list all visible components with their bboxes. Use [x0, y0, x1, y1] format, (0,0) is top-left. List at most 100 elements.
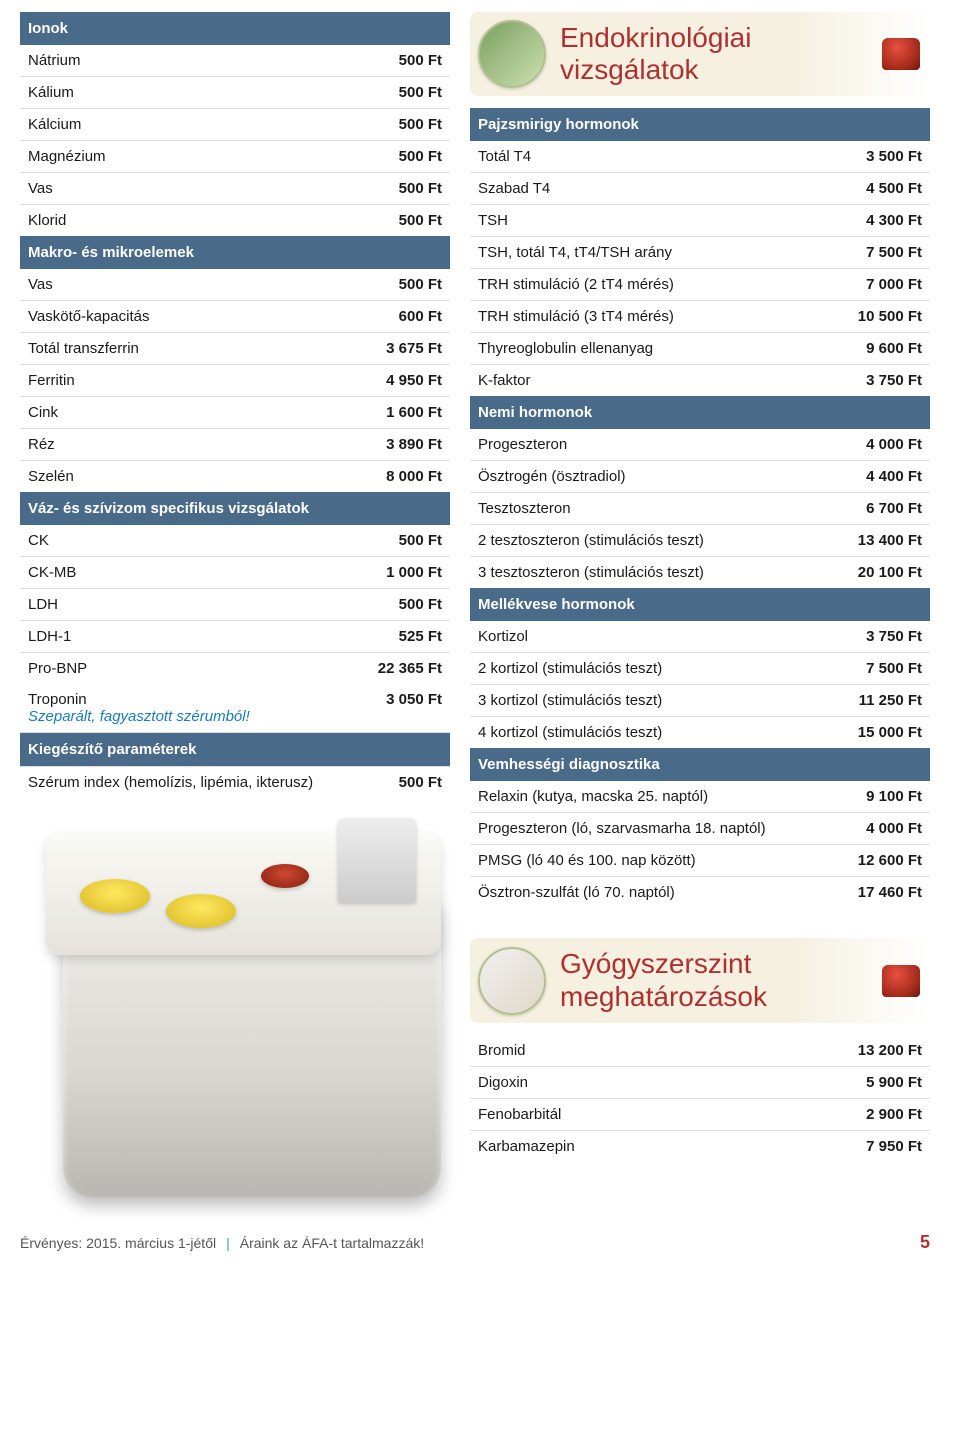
row-label: Progeszteron (ló, szarvasmarha 18. naptó…: [470, 813, 820, 845]
page-number: 5: [920, 1232, 930, 1253]
row-label: Totál T4: [470, 141, 820, 173]
row-price: 1 600 Ft: [340, 397, 450, 429]
row-price: 4 000 Ft: [820, 813, 930, 845]
table-row: 3 tesztoszteron (stimulációs teszt)20 10…: [470, 557, 930, 589]
table-row: Totál transzferrin3 675 Ft: [20, 333, 450, 365]
row-price: 3 750 Ft: [820, 365, 930, 397]
row-price: 600 Ft: [340, 301, 450, 333]
table-row: Klorid500 Ft: [20, 205, 450, 237]
row-price: 2 900 Ft: [820, 1098, 930, 1130]
row-price: 500 Ft: [340, 767, 450, 799]
table-row: TRH stimuláció (3 tT4 mérés)10 500 Ft: [470, 301, 930, 333]
row-price: 3 750 Ft: [820, 621, 930, 653]
section-header-adrenal: Mellékvese hormonok: [470, 588, 930, 621]
row-price: 500 Ft: [340, 109, 450, 141]
row-price: 3 675 Ft: [340, 333, 450, 365]
row-label: TRH stimuláció (3 tT4 mérés): [470, 301, 820, 333]
table-row: Vas500 Ft: [20, 269, 450, 301]
machine-display-panel: [338, 818, 415, 902]
row-label: Ösztron-szulfát (ló 70. naptól): [470, 877, 820, 909]
page-footer: Érvényes: 2015. március 1-jétől | Áraink…: [0, 1218, 960, 1265]
table-row: Progeszteron (ló, szarvasmarha 18. naptó…: [470, 813, 930, 845]
table-row: 4 kortizol (stimulációs teszt)15 000 Ft: [470, 717, 930, 749]
row-price: 4 300 Ft: [820, 205, 930, 237]
footer-validity: Érvényes: 2015. március 1-jétől: [20, 1235, 216, 1251]
table-row: Progeszteron4 000 Ft: [470, 429, 930, 461]
table-row: Magnézium500 Ft: [20, 141, 450, 173]
row-label: Vaskötő-kapacitás: [20, 301, 340, 333]
table-row: Ösztron-szulfát (ló 70. naptól)17 460 Ft: [470, 877, 930, 909]
row-price: 4 400 Ft: [820, 461, 930, 493]
section-title: Gyógyszerszint meghatározások: [560, 948, 860, 1012]
chemical-structure-icon: [478, 947, 546, 1015]
molecule-icon: [478, 20, 546, 88]
row-price: 7 500 Ft: [820, 653, 930, 685]
row-label: K-faktor: [470, 365, 820, 397]
row-label: 2 tesztoszteron (stimulációs teszt): [470, 525, 820, 557]
row-label: Cink: [20, 397, 340, 429]
row-label: Szabad T4: [470, 173, 820, 205]
row-price: 500 Ft: [340, 45, 450, 77]
table-row: TSH, totál T4, tT4/TSH arány7 500 Ft: [470, 237, 930, 269]
footer-divider: |: [226, 1235, 230, 1251]
row-label: Karbamazepin: [470, 1130, 820, 1162]
row-label: Progeszteron: [470, 429, 820, 461]
row-price: 13 400 Ft: [820, 525, 930, 557]
row-price: 500 Ft: [340, 589, 450, 621]
table-row: Szabad T44 500 Ft: [470, 173, 930, 205]
table-row: Vaskötő-kapacitás600 Ft: [20, 301, 450, 333]
table-row: Thyreoglobulin ellenanyag9 600 Ft: [470, 333, 930, 365]
section-header-pregnancy: Vemhességi diagnosztika: [470, 748, 930, 781]
row-price: 500 Ft: [340, 173, 450, 205]
table-row: Karbamazepin7 950 Ft: [470, 1130, 930, 1162]
row-label: 3 kortizol (stimulációs teszt): [470, 685, 820, 717]
row-price: 500 Ft: [340, 269, 450, 301]
analyzer-machine-image: [20, 818, 450, 1198]
drug-price-table: Bromid13 200 FtDigoxin5 900 FtFenobarbit…: [470, 1035, 930, 1162]
table-row: Réz3 890 Ft: [20, 429, 450, 461]
row-label: LDH-1: [20, 621, 340, 653]
row-label: Tesztoszteron: [470, 493, 820, 525]
sample-cap-icon: [882, 965, 920, 997]
reagent-disc-icon: [80, 879, 150, 913]
row-price: 11 250 Ft: [820, 685, 930, 717]
row-label: Szérum index (hemolízis, lipémia, ikteru…: [20, 767, 340, 799]
row-label: 3 tesztoszteron (stimulációs teszt): [470, 557, 820, 589]
endocrine-price-table: Pajzsmirigy hormonok Totál T43 500 FtSza…: [470, 108, 930, 908]
section-title: Endokrinológiai vizsgálatok: [560, 22, 860, 86]
row-price: 10 500 Ft: [820, 301, 930, 333]
row-price: 500 Ft: [340, 77, 450, 109]
table-row: 2 tesztoszteron (stimulációs teszt)13 40…: [470, 525, 930, 557]
row-price: 22 365 Ft: [340, 653, 450, 685]
row-label: Kálium: [20, 77, 340, 109]
table-row: Nátrium500 Ft: [20, 45, 450, 77]
table-row: Vas500 Ft: [20, 173, 450, 205]
section-header-muscle: Váz- és szívizom specifikus vizsgálatok: [20, 492, 450, 525]
row-label: LDH: [20, 589, 340, 621]
row-label: TSH: [470, 205, 820, 237]
row-price: 525 Ft: [340, 621, 450, 653]
row-price: 500 Ft: [340, 525, 450, 557]
row-label: Vas: [20, 173, 340, 205]
row-label: PMSG (ló 40 és 100. nap között): [470, 845, 820, 877]
row-label: Kortizol: [470, 621, 820, 653]
table-row: TRH stimuláció (2 tT4 mérés)7 000 Ft: [470, 269, 930, 301]
table-row: Kortizol3 750 Ft: [470, 621, 930, 653]
row-price: 20 100 Ft: [820, 557, 930, 589]
table-row: Digoxin5 900 Ft: [470, 1066, 930, 1098]
row-price: 3 050 Ft: [340, 684, 450, 733]
row-price: 500 Ft: [340, 205, 450, 237]
row-price: 9 600 Ft: [820, 333, 930, 365]
row-price: 3 500 Ft: [820, 141, 930, 173]
section-header-macro: Makro- és mikroelemek: [20, 236, 450, 269]
row-label: CK: [20, 525, 340, 557]
row-price: 12 600 Ft: [820, 845, 930, 877]
row-label: Klorid: [20, 205, 340, 237]
table-row: TSH4 300 Ft: [470, 205, 930, 237]
row-label: Ösztrogén (ösztradiol): [470, 461, 820, 493]
row-label: Réz: [20, 429, 340, 461]
row-price: 1 000 Ft: [340, 557, 450, 589]
row-label: Vas: [20, 269, 340, 301]
section-header-sex: Nemi hormonok: [470, 396, 930, 429]
page-content: Ionok Nátrium500 FtKálium500 FtKálcium50…: [0, 0, 960, 1218]
